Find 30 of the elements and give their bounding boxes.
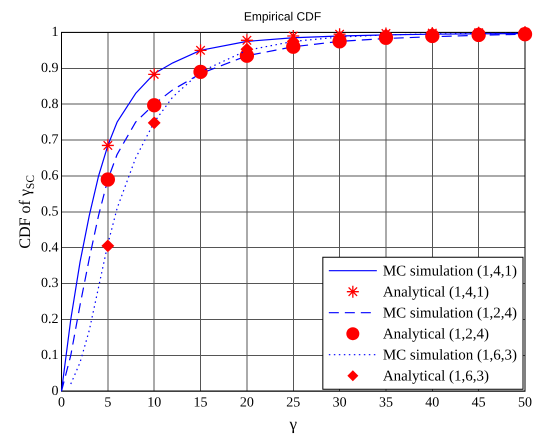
y-tick-label: 0 (52, 384, 58, 399)
y-tick-label: 0.6 (41, 168, 58, 184)
x-axis-title: γ (288, 414, 298, 434)
legend-label: MC simulation (1,2,4) (382, 306, 518, 322)
legend-label: MC simulation (1,6,3) (382, 348, 518, 364)
legend-label: MC simulation (1,4,1) (382, 264, 518, 280)
x-tick-label: 35 (378, 395, 393, 410)
x-tick-label: 50 (518, 395, 532, 410)
x-tick-label: 10 (147, 395, 162, 410)
chart-title: Empirical CDF (244, 10, 322, 24)
y-tick-label: 0.4 (41, 240, 58, 256)
y-tick-label: 0.2 (41, 312, 58, 328)
x-tick-label: 40 (425, 395, 440, 410)
legend-label: Analytical (1,2,4) (382, 326, 490, 343)
y-axis-title: CDF of γSC (17, 174, 37, 249)
y-tick-label: 1 (52, 25, 58, 40)
y-tick-label: 0.7 (41, 132, 58, 148)
x-tick-label: 25 (286, 395, 300, 410)
x-tick-label: 15 (194, 395, 208, 410)
x-tick-label: 20 (240, 395, 254, 410)
legend-label: Analytical (1,6,3) (382, 368, 490, 385)
x-tick-label: 45 (472, 395, 486, 410)
y-tick-label: 0.8 (41, 96, 58, 112)
y-tick-label: 0.3 (41, 276, 58, 292)
x-tick-label: 30 (332, 395, 347, 410)
x-tick-label: 5 (104, 395, 112, 410)
y-tick-label: 0.1 (41, 348, 58, 363)
y-tick-label: 0.9 (41, 60, 58, 76)
y-tick-label: 0.5 (41, 204, 58, 220)
legend-label: Analytical (1,4,1) (382, 284, 490, 301)
